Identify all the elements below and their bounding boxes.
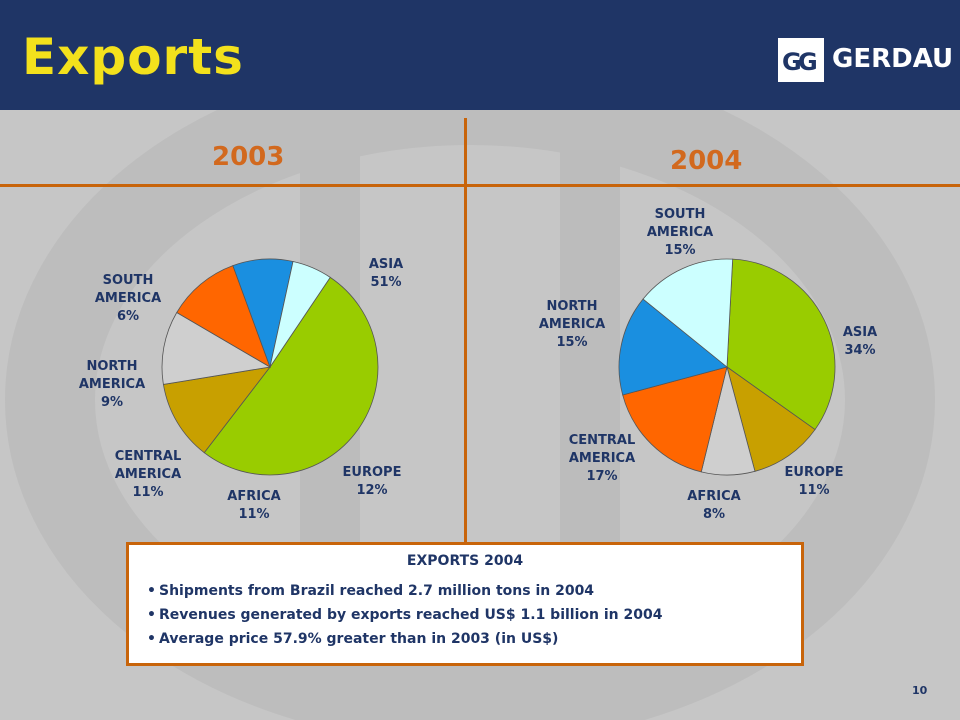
- pie-slice-2004-south-america: [642, 258, 734, 368]
- gerdau-logo: G G GERDAU: [778, 36, 953, 82]
- chart-title-2003: 2003: [212, 142, 285, 172]
- label-2003-asia: ASIA 51%: [368, 257, 404, 290]
- label-2004-central-america: CENTRAL AMERICA 17%: [568, 433, 636, 484]
- label-2004-north-america: NORTH AMERICA 15%: [538, 299, 606, 350]
- label-2004-africa: AFRICA 8%: [687, 489, 741, 522]
- pie-slice-2003-europe: [162, 366, 271, 454]
- pie-slice-2003-asia: [203, 276, 379, 476]
- pie-slice-2003-africa: [161, 311, 272, 385]
- pie-chart-2003: [161, 258, 379, 476]
- list-item: • Shipments from Brazil reached 2.7 milli…: [147, 579, 662, 603]
- label-2003-north-america: NORTH AMERICA 9%: [78, 359, 146, 410]
- summary-bullet-text: Revenues generated by exports reached US…: [159, 607, 663, 623]
- page-title: Exports: [22, 28, 244, 86]
- pie-slice-2003-central-america: [176, 265, 271, 368]
- logo-text: GERDAU: [832, 44, 954, 74]
- pie-chart-2004: [618, 258, 836, 476]
- bullet-icon: •: [147, 631, 156, 647]
- exports-summary-box: EXPORTS 2004 • Shipments from Brazil reac…: [126, 542, 804, 666]
- list-item: • Revenues generated by exports reached U…: [147, 603, 662, 627]
- pie-slice-2004-central-america: [622, 366, 728, 473]
- pie-slice-2003-south-america: [269, 261, 331, 368]
- page-number: 10: [912, 684, 928, 697]
- label-2003-europe: EUROPE 12%: [342, 465, 402, 498]
- summary-list: • Shipments from Brazil reached 2.7 milli…: [147, 579, 662, 651]
- label-2003-south-america: SOUTH AMERICA 6%: [94, 273, 162, 324]
- label-2004-asia: ASIA 34%: [842, 325, 878, 358]
- svg-text:G: G: [798, 48, 818, 76]
- summary-title: EXPORTS 2004: [406, 553, 524, 569]
- list-item: • Average price 57.9% greater than in 200…: [147, 627, 662, 651]
- pie-slice-2004-asia: [726, 258, 836, 431]
- vertical-divider: [464, 118, 467, 543]
- header-bar: Exports G G GERDAU: [0, 0, 960, 110]
- pie-slice-2004-europe: [726, 366, 816, 472]
- horizontal-divider: [0, 184, 960, 187]
- pie-slice-2004-north-america: [618, 298, 728, 396]
- label-2003-africa: AFRICA 11%: [227, 489, 281, 522]
- bullet-icon: •: [147, 583, 156, 599]
- label-2004-south-america: SOUTH AMERICA 15%: [646, 207, 714, 258]
- chart-title-2004: 2004: [670, 146, 743, 176]
- label-2004-europe: EUROPE 11%: [784, 465, 844, 498]
- svg-text:G: G: [782, 48, 802, 76]
- summary-bullet-text: Shipments from Brazil reached 2.7 millio…: [159, 583, 595, 599]
- bullet-icon: •: [147, 607, 156, 623]
- summary-bullet-text: Average price 57.9% greater than in 2003…: [159, 631, 559, 647]
- label-2003-central-america: CENTRAL AMERICA 11%: [114, 449, 182, 500]
- logo-mark-icon: G G: [778, 38, 824, 82]
